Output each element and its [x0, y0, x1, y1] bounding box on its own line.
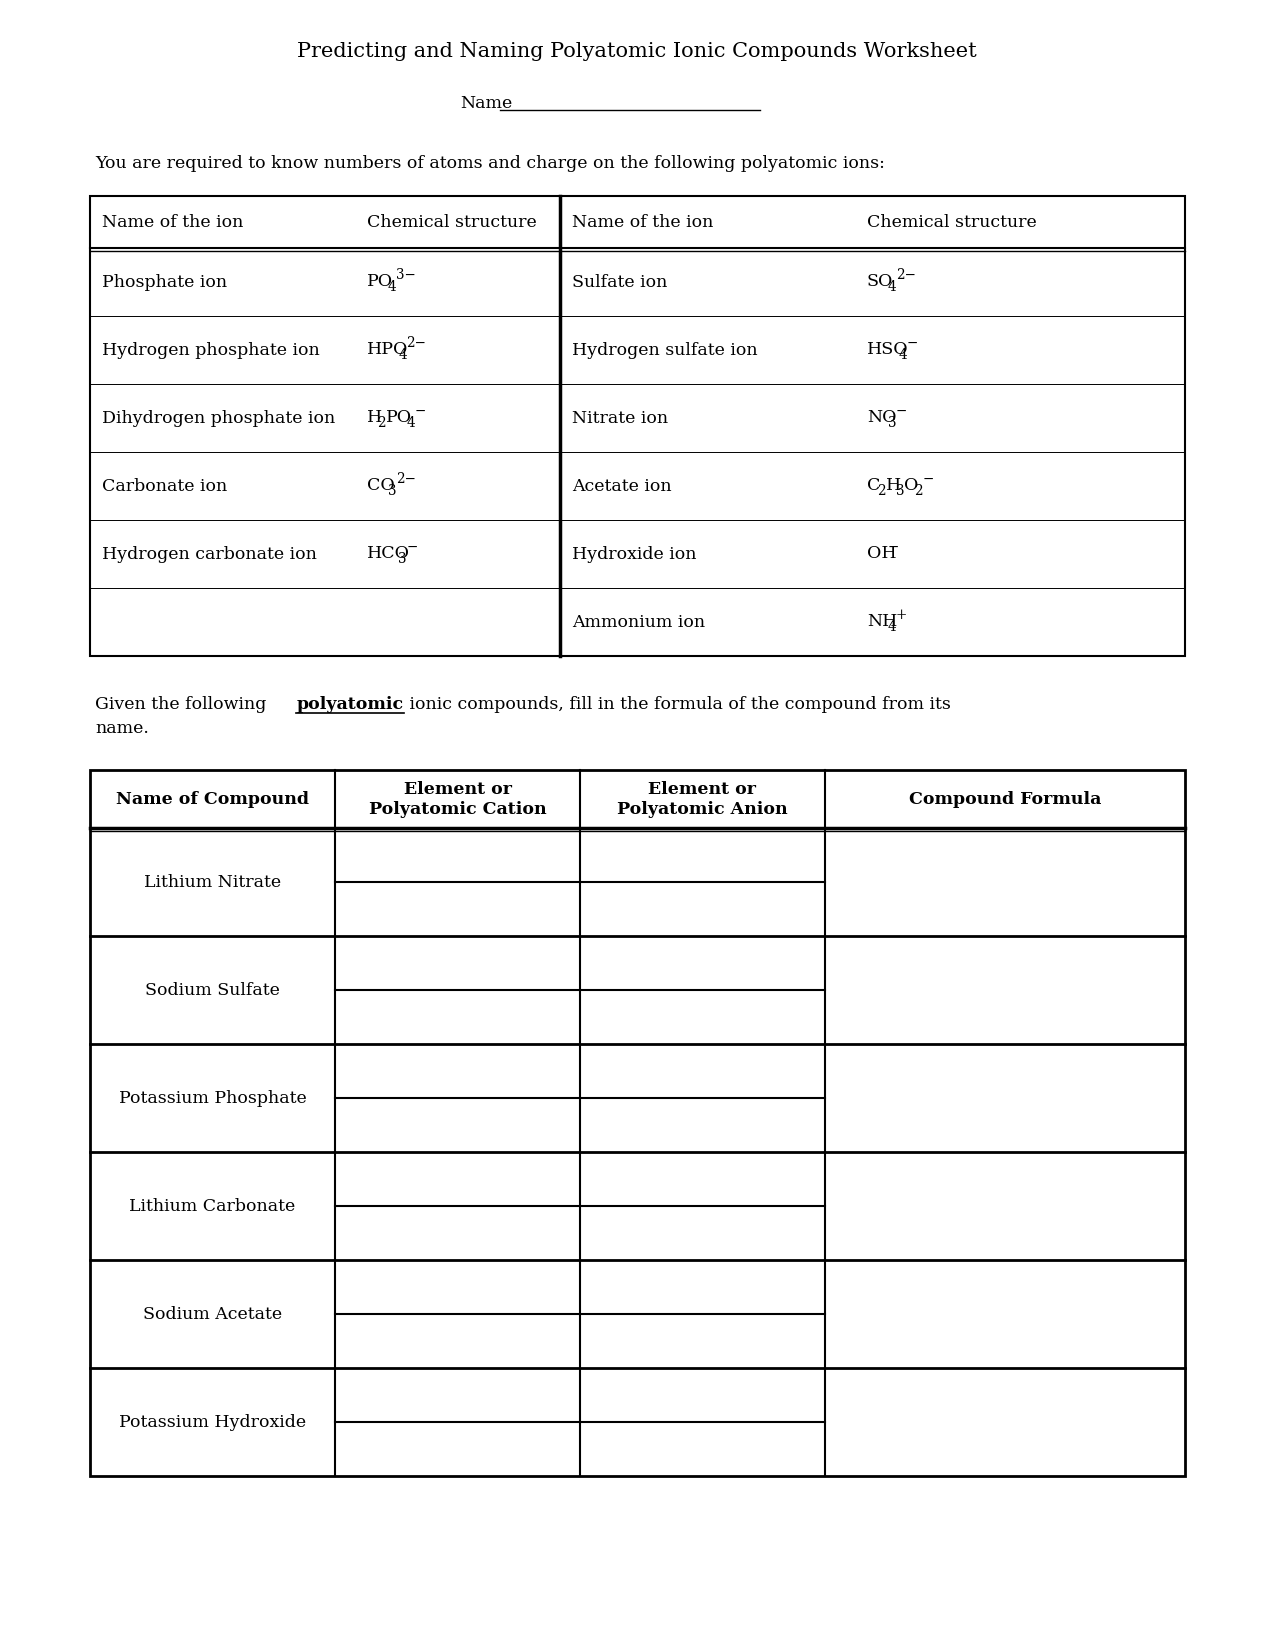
Bar [335, 1422, 580, 1476]
Text: NH: NH [867, 613, 898, 631]
Bar [580, 1152, 825, 1205]
Text: name.: name. [96, 720, 149, 736]
Text: Given the following: Given the following [96, 695, 272, 713]
Bar [580, 829, 825, 882]
Bar [335, 1098, 580, 1152]
Text: Phosphate ion: Phosphate ion [102, 274, 227, 291]
Text: Carbonate ion: Carbonate ion [102, 477, 227, 495]
Text: 2: 2 [377, 416, 386, 429]
Bar [91, 196, 1184, 655]
Text: 2: 2 [914, 484, 923, 499]
Text: Name of Compound: Name of Compound [116, 791, 309, 807]
Text: Nitrate ion: Nitrate ion [572, 409, 668, 426]
Text: 4: 4 [398, 348, 407, 362]
Text: Chemical structure: Chemical structure [867, 213, 1037, 231]
Text: Potassium Hydroxide: Potassium Hydroxide [119, 1413, 306, 1430]
Text: Polyatomic Anion: Polyatomic Anion [617, 801, 788, 817]
Text: Potassium Phosphate: Potassium Phosphate [119, 1090, 306, 1106]
Text: Predicting and Naming Polyatomic Ionic Compounds Worksheet: Predicting and Naming Polyatomic Ionic C… [297, 41, 977, 61]
Text: Sulfate ion: Sulfate ion [572, 274, 667, 291]
Bar [580, 1043, 825, 1098]
Bar [91, 769, 1184, 1476]
Text: 3: 3 [398, 551, 407, 566]
Text: −: − [896, 404, 908, 418]
Text: HSO: HSO [867, 342, 909, 358]
Text: −: − [887, 540, 899, 555]
Text: Element or: Element or [403, 781, 511, 797]
Bar [580, 936, 825, 991]
Text: O: O [904, 477, 918, 494]
Text: 4: 4 [407, 416, 414, 429]
Bar [335, 1314, 580, 1369]
Text: Polyatomic Cation: Polyatomic Cation [368, 801, 546, 817]
Text: Name of the ion: Name of the ion [572, 213, 714, 231]
Text: Name: Name [460, 94, 513, 112]
Bar [580, 1260, 825, 1314]
Text: 4: 4 [887, 281, 896, 294]
Bar [335, 1205, 580, 1260]
Text: Sodium Sulfate: Sodium Sulfate [145, 981, 280, 999]
Text: 4: 4 [388, 281, 397, 294]
Text: 2−: 2− [407, 337, 426, 350]
Text: Hydroxide ion: Hydroxide ion [572, 545, 696, 563]
Text: −: − [407, 540, 418, 555]
Bar [335, 991, 580, 1043]
Text: Hydrogen sulfate ion: Hydrogen sulfate ion [572, 342, 757, 358]
Text: Hydrogen phosphate ion: Hydrogen phosphate ion [102, 342, 320, 358]
Bar [580, 1369, 825, 1422]
Text: SO: SO [867, 272, 894, 291]
Text: 3: 3 [388, 484, 397, 499]
Text: Chemical structure: Chemical structure [367, 213, 537, 231]
Text: Name of the ion: Name of the ion [102, 213, 244, 231]
Text: −: − [414, 404, 426, 418]
Text: HPO: HPO [367, 342, 408, 358]
Text: Compound Formula: Compound Formula [909, 791, 1102, 807]
Text: ionic compounds, fill in the formula of the compound from its: ionic compounds, fill in the formula of … [404, 695, 951, 713]
Text: 2−: 2− [397, 472, 416, 485]
Text: 4: 4 [899, 348, 907, 362]
Text: 3: 3 [896, 484, 904, 499]
Text: H: H [886, 477, 901, 494]
Text: 2: 2 [877, 484, 886, 499]
Text: H: H [367, 409, 382, 426]
Text: 3: 3 [887, 416, 896, 429]
Text: Hydrogen carbonate ion: Hydrogen carbonate ion [102, 545, 317, 563]
Text: polyatomic: polyatomic [296, 695, 403, 713]
Text: OH: OH [867, 545, 896, 561]
Text: HCO: HCO [367, 545, 411, 561]
Text: Element or: Element or [649, 781, 756, 797]
Text: Lithium Nitrate: Lithium Nitrate [144, 873, 280, 890]
Text: Lithium Carbonate: Lithium Carbonate [129, 1197, 296, 1215]
Text: Acetate ion: Acetate ion [572, 477, 672, 495]
Text: C: C [867, 477, 880, 494]
Text: Sodium Acetate: Sodium Acetate [143, 1306, 282, 1322]
Text: −: − [907, 337, 918, 350]
Text: Ammonium ion: Ammonium ion [572, 614, 705, 631]
Text: 4: 4 [887, 619, 896, 634]
Text: 2−: 2− [896, 267, 915, 282]
Text: −: − [923, 472, 935, 485]
Text: PO: PO [385, 409, 412, 426]
Text: +: + [896, 608, 908, 622]
Text: NO: NO [867, 409, 896, 426]
Text: CO: CO [367, 477, 395, 494]
Text: 3−: 3− [397, 267, 416, 282]
Text: You are required to know numbers of atoms and charge on the following polyatomic: You are required to know numbers of atom… [96, 155, 885, 172]
Bar [335, 882, 580, 936]
Text: Dihydrogen phosphate ion: Dihydrogen phosphate ion [102, 409, 335, 426]
Text: PO: PO [367, 272, 393, 291]
